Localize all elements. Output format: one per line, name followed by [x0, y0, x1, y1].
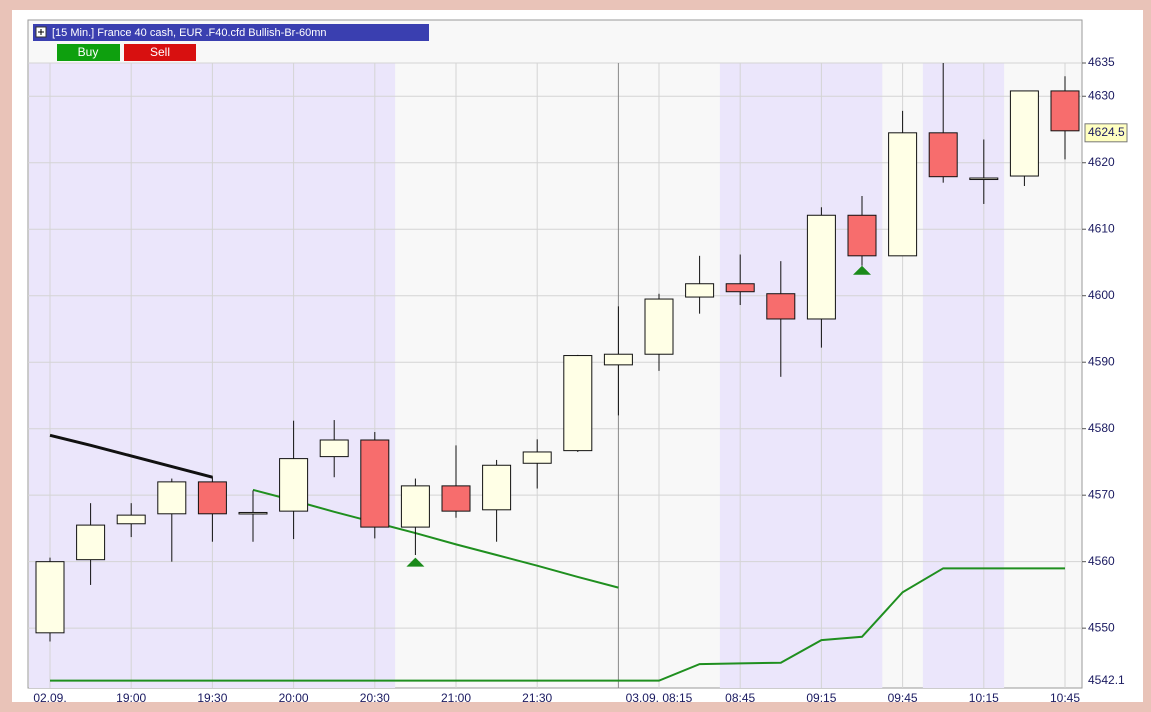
candle-body	[197, 481, 227, 515]
last-price-label: 4624.5	[1088, 125, 1125, 139]
x-tick-label: 08:45	[725, 691, 755, 705]
axis-marker-label: 4542.1	[1088, 673, 1125, 687]
candle-body	[35, 561, 65, 634]
candle-body	[238, 511, 268, 515]
candle-body	[603, 353, 633, 366]
y-tick-label: 4570	[1088, 487, 1115, 501]
candle-body	[928, 132, 958, 178]
candle-body	[806, 214, 836, 320]
candle-body	[766, 293, 796, 320]
sell-label: Sell	[150, 45, 170, 59]
x-tick-label: 10:45	[1050, 691, 1080, 705]
candle-body	[482, 464, 512, 511]
x-tick-label: 09:45	[888, 691, 918, 705]
candle-body	[279, 458, 309, 512]
indicator-line	[252, 488, 619, 589]
y-tick-label: 4630	[1088, 88, 1115, 102]
candle-body	[522, 451, 552, 464]
title-bar	[33, 24, 429, 41]
x-tick-label: 09:15	[806, 691, 836, 705]
candle-body	[157, 481, 187, 515]
candle-body	[644, 298, 674, 355]
y-tick-label: 4600	[1088, 288, 1115, 302]
signal-marker	[406, 557, 425, 567]
buy-label: Buy	[78, 45, 99, 59]
x-tick-label: 21:30	[522, 691, 552, 705]
x-tick-label: 19:30	[197, 691, 227, 705]
candle-body	[400, 485, 430, 528]
indicator-line	[50, 567, 1065, 682]
candle-body	[969, 177, 999, 181]
candle-body	[319, 439, 349, 458]
y-tick-label: 4610	[1088, 221, 1115, 235]
y-tick-label: 4620	[1088, 155, 1115, 169]
candle-body	[441, 485, 471, 512]
y-tick-label: 4550	[1088, 620, 1115, 634]
y-tick-label: 4580	[1088, 421, 1115, 435]
candle-body	[360, 439, 390, 528]
candle-body	[76, 524, 106, 561]
x-tick-label: 10:15	[969, 691, 999, 705]
indicator-line	[49, 433, 213, 479]
expand-icon-plus	[38, 29, 44, 35]
last-price-box	[1084, 123, 1128, 143]
x-tick-label: 21:00	[441, 691, 471, 705]
candle-body	[685, 283, 715, 298]
candle-body	[1009, 90, 1039, 177]
plot-area: 4635 4630 4620 4610 4600 4590 4580 4570 4560 4550…	[28, 55, 1128, 705]
x-tick-label: 20:00	[279, 691, 309, 705]
x-tick-label: 20:30	[360, 691, 390, 705]
x-tick-label: 19:00	[116, 691, 146, 705]
candle-body	[116, 514, 146, 525]
x-tick-label: 02.09.	[33, 691, 66, 705]
y-tick-label: 4590	[1088, 354, 1115, 368]
sell-button[interactable]	[124, 44, 196, 61]
chart-title: [15 Min.] France 40 cash, EUR .F40.cfd B…	[52, 27, 327, 39]
x-tick-label: 03.09. 08:15	[626, 691, 693, 705]
candle-body	[563, 355, 593, 452]
candle-body	[725, 283, 755, 293]
candle-body	[888, 132, 918, 257]
candle-body	[847, 214, 877, 257]
y-tick-label: 4635	[1088, 55, 1115, 69]
session-shade	[719, 63, 883, 688]
buy-button[interactable]	[57, 44, 120, 61]
candle-body	[1050, 90, 1080, 132]
y-tick-label: 4560	[1088, 554, 1115, 568]
signal-marker	[853, 265, 871, 275]
